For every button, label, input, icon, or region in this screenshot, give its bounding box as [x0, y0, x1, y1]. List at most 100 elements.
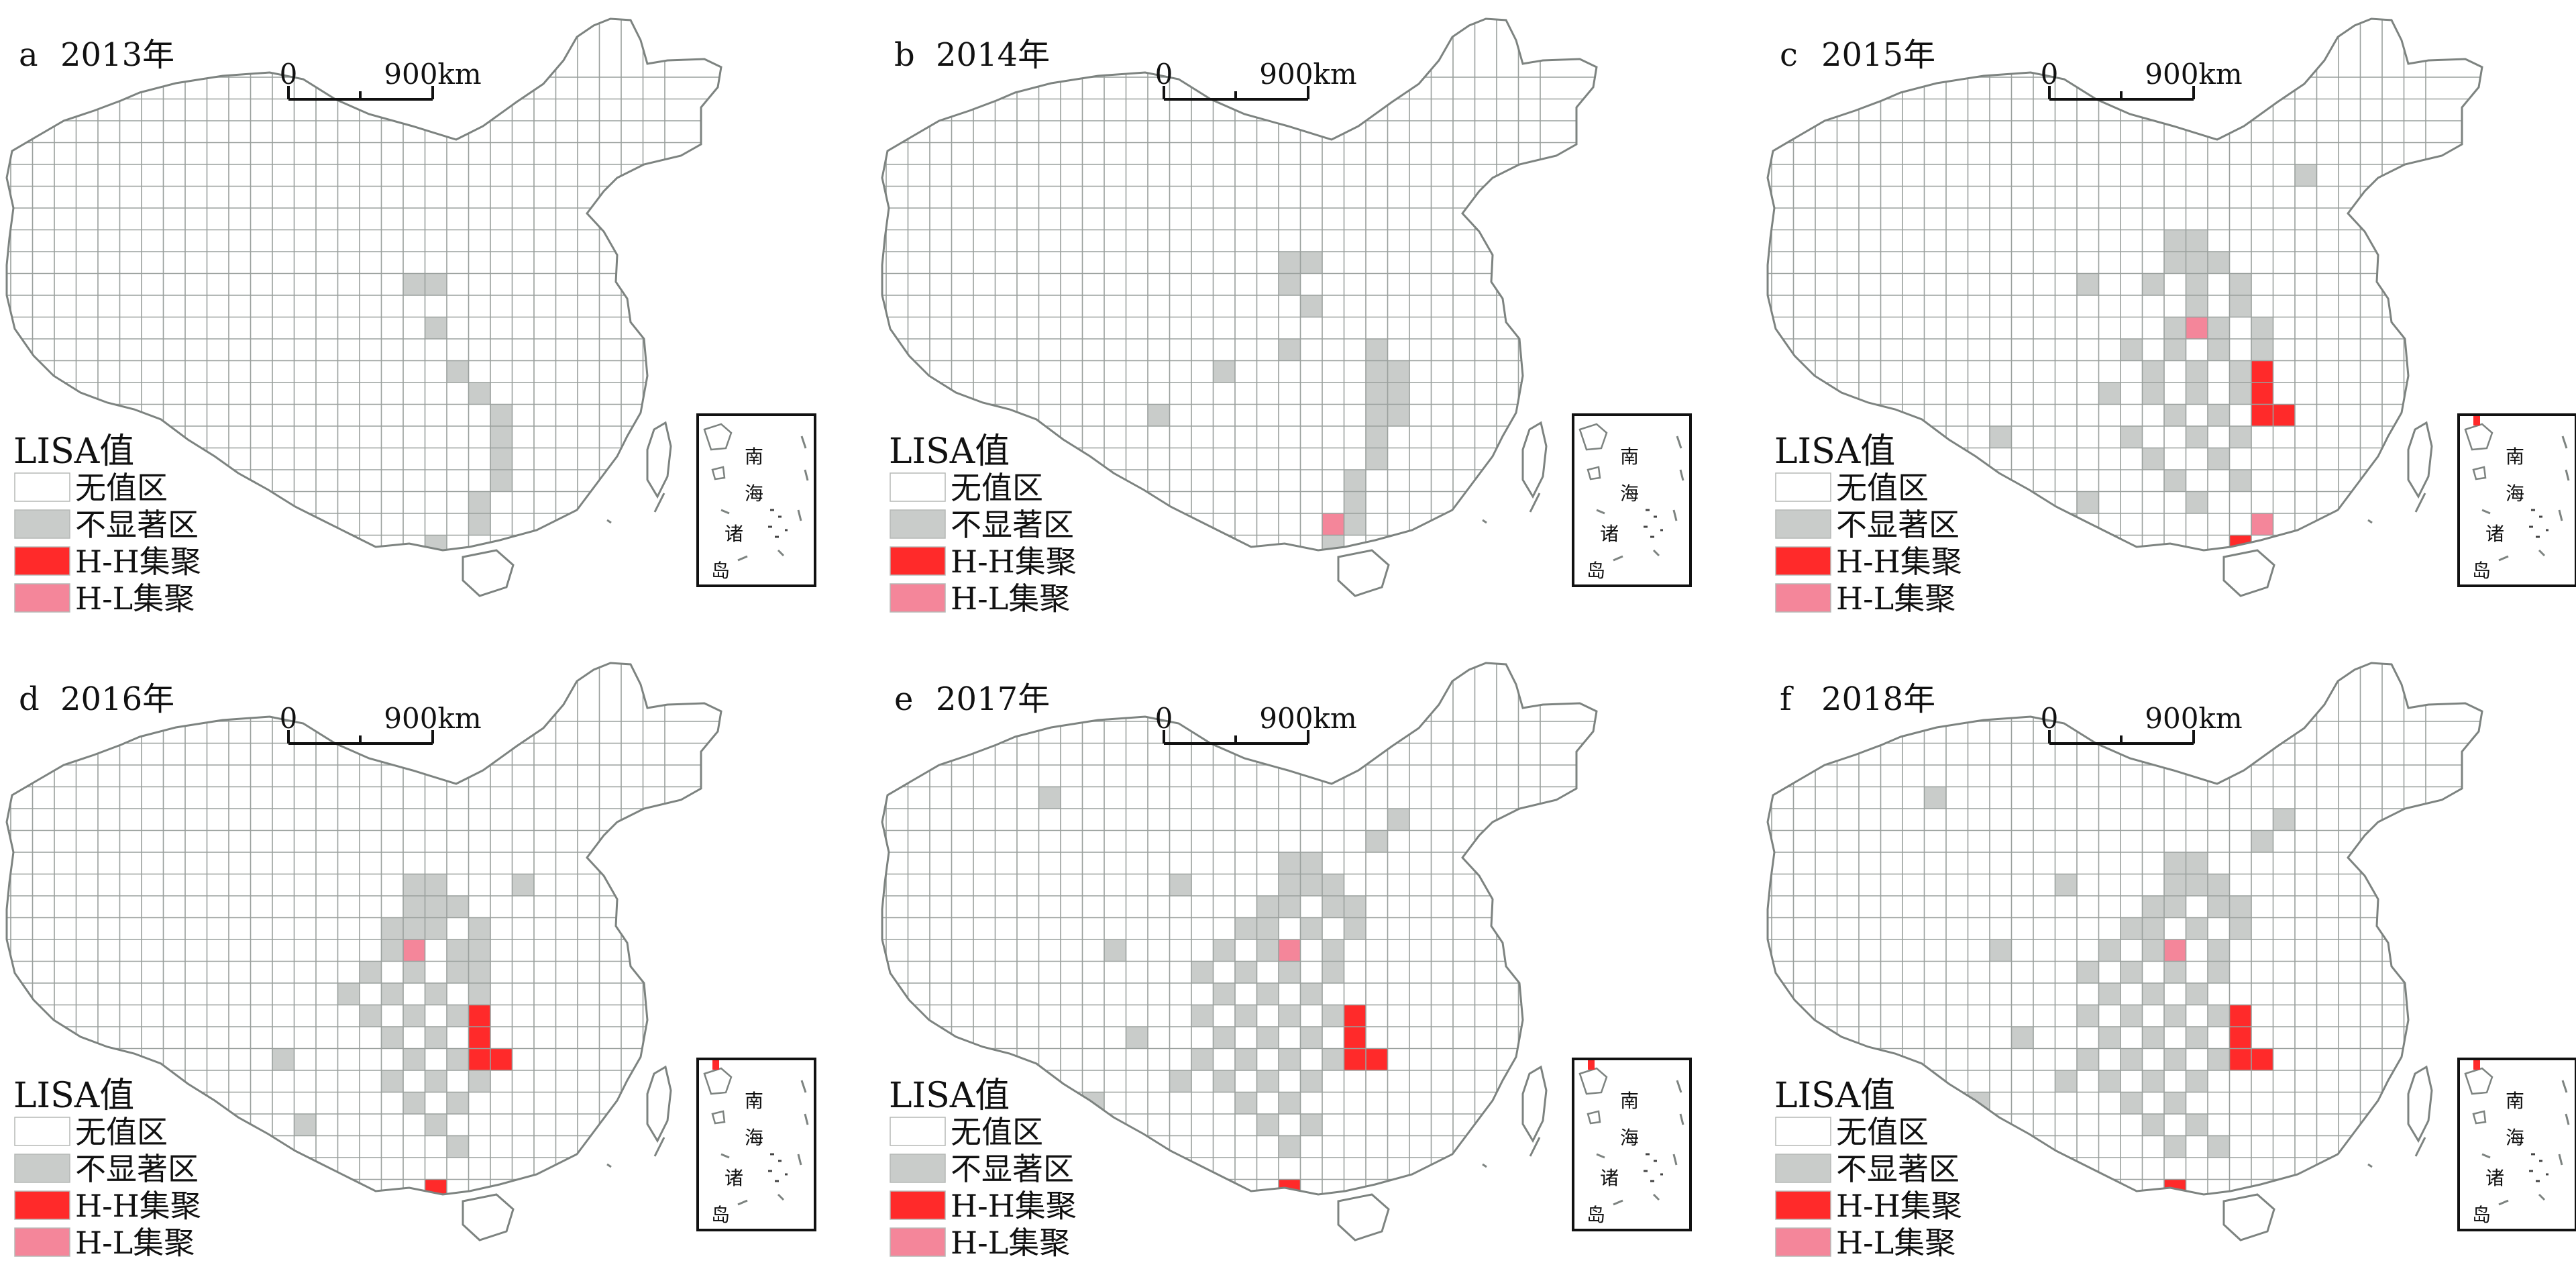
cell-not-significant	[2273, 809, 2295, 831]
cell-not-significant	[2121, 961, 2143, 983]
hainan-island	[2222, 549, 2275, 597]
cell-not-significant	[1322, 1048, 1344, 1070]
panel-year: 2016年	[60, 680, 174, 718]
hainan-island	[1337, 1193, 1390, 1241]
cell-not-significant	[1235, 961, 1257, 983]
cell-not-significant	[1213, 1027, 1235, 1049]
legend-label: 不显著区	[951, 507, 1074, 543]
cell-not-significant	[1300, 917, 1322, 939]
legend-swatch-not-significant	[14, 509, 70, 539]
cell-not-significant	[425, 1027, 447, 1049]
cell-not-significant	[272, 1048, 294, 1070]
inset-label: 诸	[724, 523, 743, 545]
cell-not-significant	[1990, 939, 2012, 962]
cell-not-significant	[1235, 1005, 1257, 1027]
cell-not-significant	[447, 939, 469, 962]
cell-not-significant	[2186, 252, 2208, 274]
scale-bar	[287, 86, 434, 101]
cell-not-significant	[1366, 830, 1388, 852]
scale-bar	[1163, 730, 1309, 745]
cell-not-significant	[1279, 852, 1301, 874]
legend-title: LISA值	[889, 1076, 1010, 1116]
cell-not-significant	[403, 1005, 425, 1027]
cell-not-significant	[1387, 809, 1409, 831]
inset-hh-cell	[2473, 416, 2480, 425]
boundary-marks	[606, 1137, 665, 1168]
cell-not-significant	[381, 983, 403, 1005]
cell-not-significant	[468, 983, 490, 1005]
legend-swatch-hl	[14, 1227, 70, 1257]
panel-letter: e	[894, 680, 913, 718]
cell-not-significant	[1322, 961, 1344, 983]
inset-islands	[1644, 509, 1663, 538]
cell-hh-cluster	[2273, 404, 2295, 426]
panel-letter: d	[19, 680, 40, 718]
scale-bar	[2048, 86, 2195, 101]
cell-not-significant	[447, 1092, 469, 1114]
cell-not-significant	[2229, 295, 2251, 317]
cell-not-significant	[1191, 1005, 1214, 1027]
cell-not-significant	[1366, 448, 1388, 470]
cell-not-significant	[1300, 852, 1322, 874]
scale-zero: 0	[280, 702, 298, 735]
inset-islands	[1644, 1153, 1663, 1182]
legend-swatch-hh	[14, 546, 70, 576]
country-border	[5, 17, 722, 552]
cell-not-significant	[403, 1092, 425, 1114]
cell-not-significant	[1322, 896, 1344, 918]
cell-not-significant	[2208, 874, 2230, 896]
cell-not-significant	[2142, 382, 2164, 405]
cell-not-significant	[2164, 896, 2186, 918]
legend-label: 无值区	[75, 1114, 168, 1150]
cell-not-significant	[2055, 513, 2077, 536]
cell-not-significant	[468, 382, 490, 405]
cell-not-significant	[2186, 230, 2208, 252]
cell-not-significant	[2208, 448, 2230, 470]
cell-not-significant	[1256, 917, 1279, 939]
cell-not-significant	[2121, 1005, 2143, 1027]
legend-swatch-no-value	[1775, 1117, 1831, 1146]
hainan-island	[1337, 549, 1390, 597]
panel-year: 2018年	[1821, 680, 1935, 718]
cell-not-significant	[2186, 382, 2208, 405]
cell-not-significant	[2142, 273, 2164, 295]
boundary-marks	[1482, 1137, 1541, 1168]
inset-label: 南	[745, 1090, 763, 1112]
cell-not-significant	[2208, 252, 2230, 274]
legend-swatch-no-value	[14, 1117, 70, 1146]
cell-not-significant	[2208, 939, 2230, 962]
inset-label: 诸	[1600, 523, 1619, 545]
cell-not-significant	[1344, 470, 1366, 492]
cell-not-significant	[447, 896, 469, 918]
scale-zero: 0	[1155, 58, 1173, 91]
nine-dash-line	[1596, 436, 1684, 562]
cell-not-significant	[2142, 896, 2164, 918]
cell-not-significant	[1104, 939, 1126, 962]
cell-not-significant	[2077, 1048, 2099, 1070]
cell-not-significant	[1148, 404, 1170, 426]
cell-not-significant	[2164, 339, 2186, 361]
country-border	[881, 662, 1598, 1196]
cell-not-significant	[2098, 983, 2121, 1005]
cell-not-significant	[468, 961, 490, 983]
cell-not-significant	[1924, 786, 1946, 809]
cell-not-significant	[2121, 426, 2143, 448]
cell-not-significant	[1279, 1135, 1301, 1158]
cell-not-significant	[1387, 404, 1409, 426]
cell-not-significant	[360, 1005, 382, 1027]
inset-label: 海	[1620, 1127, 1639, 1149]
legend-label: H-L集聚	[75, 580, 195, 617]
legend-label: 无值区	[951, 1114, 1043, 1150]
inset-frame	[2457, 1058, 2576, 1231]
cell-not-significant	[2186, 917, 2208, 939]
nine-dash-line	[720, 436, 809, 562]
inset-label: 海	[2506, 482, 2524, 505]
cell-not-significant	[2251, 339, 2273, 361]
cell-not-significant	[468, 491, 490, 513]
inset-label: 南	[2506, 1090, 2524, 1112]
cell-not-significant	[403, 917, 425, 939]
legend-swatch-hh	[890, 546, 946, 576]
